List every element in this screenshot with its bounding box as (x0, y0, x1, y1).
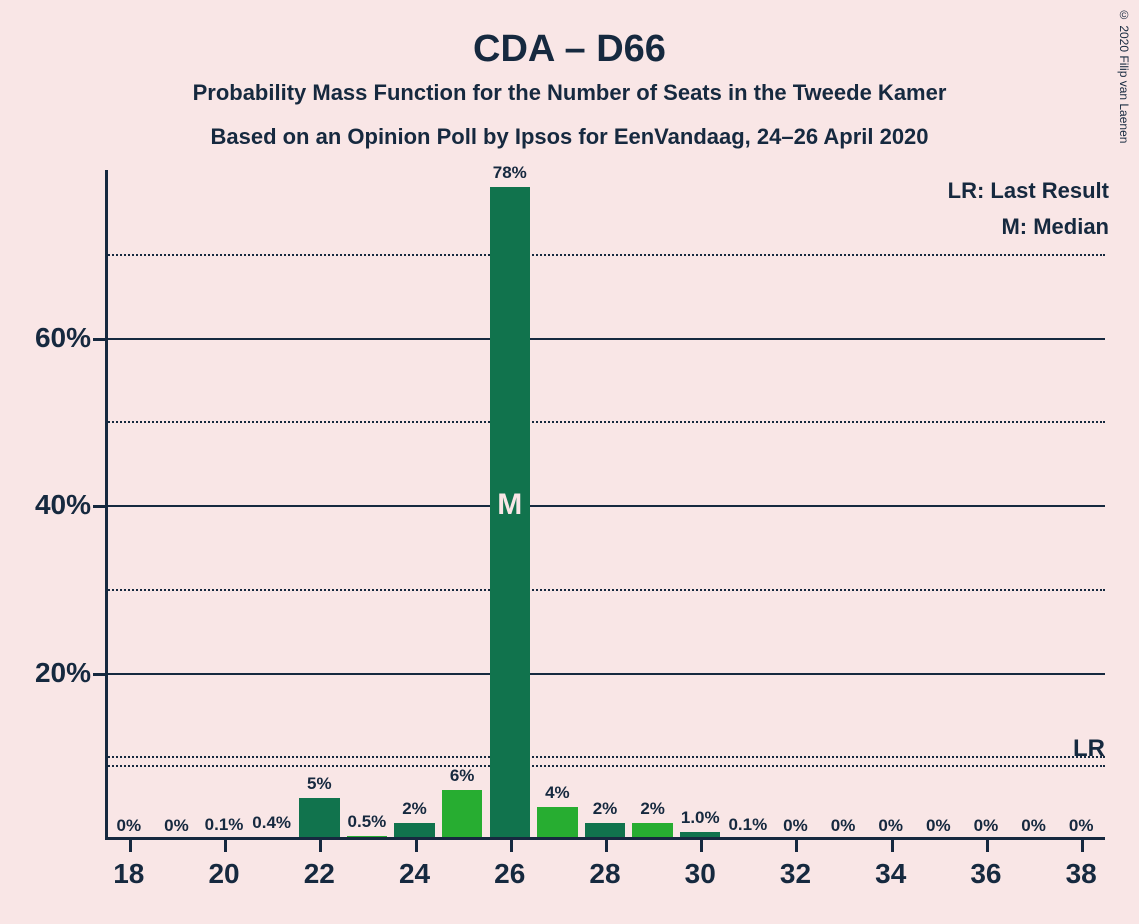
bar (442, 790, 482, 840)
chart-subtitle-1: Probability Mass Function for the Number… (0, 80, 1139, 106)
gridline-major (105, 338, 1105, 340)
gridline-minor (105, 756, 1105, 758)
bar-value-label: 5% (307, 774, 332, 798)
y-axis (105, 170, 108, 840)
bar-value-label: 0.1% (205, 815, 244, 839)
bar-value-label: 4% (545, 783, 570, 807)
x-tick-label: 22 (304, 840, 335, 890)
bar (299, 798, 339, 840)
bar (537, 807, 577, 841)
bar-value-label: 0.1% (728, 815, 767, 839)
gridline-minor (105, 421, 1105, 423)
x-tick-label: 20 (208, 840, 239, 890)
bar-value-label: 0.4% (252, 813, 291, 837)
x-tick-label: 26 (494, 840, 525, 890)
bar-value-label: 1.0% (681, 808, 720, 832)
y-tick-label: 40% (35, 489, 105, 521)
copyright-text: © 2020 Filip van Laenen (1117, 8, 1131, 143)
bar-value-label: 2% (640, 799, 665, 823)
median-marker: M (497, 488, 522, 522)
bar-value-label: 2% (402, 799, 427, 823)
gridline-minor (105, 589, 1105, 591)
y-tick-label: 20% (35, 657, 105, 689)
gridline-minor (105, 254, 1105, 256)
x-tick-label: 24 (399, 840, 430, 890)
plot-area: 20%40%60%LR0%0%0.1%0.4%5%0.5%2%6%78%M4%2… (105, 170, 1105, 840)
gridline-major (105, 673, 1105, 675)
bar-value-label: 6% (450, 766, 475, 790)
chart-subtitle-2: Based on an Opinion Poll by Ipsos for Ee… (0, 124, 1139, 150)
x-tick-label: 38 (1066, 840, 1097, 890)
bar-value-label: 2% (593, 799, 618, 823)
x-tick-label: 32 (780, 840, 811, 890)
bar-value-label: 0.5% (348, 812, 387, 836)
lr-label: LR (1073, 735, 1105, 765)
x-tick-label: 36 (970, 840, 1001, 890)
gridline-major (105, 505, 1105, 507)
lr-line (105, 765, 1105, 767)
bar-value-label: 78% (493, 163, 527, 187)
x-tick-label: 30 (685, 840, 716, 890)
x-tick-label: 34 (875, 840, 906, 890)
chart-title: CDA – D66 (0, 28, 1139, 71)
y-tick-label: 60% (35, 322, 105, 354)
x-tick-label: 28 (589, 840, 620, 890)
x-tick-label: 18 (113, 840, 144, 890)
